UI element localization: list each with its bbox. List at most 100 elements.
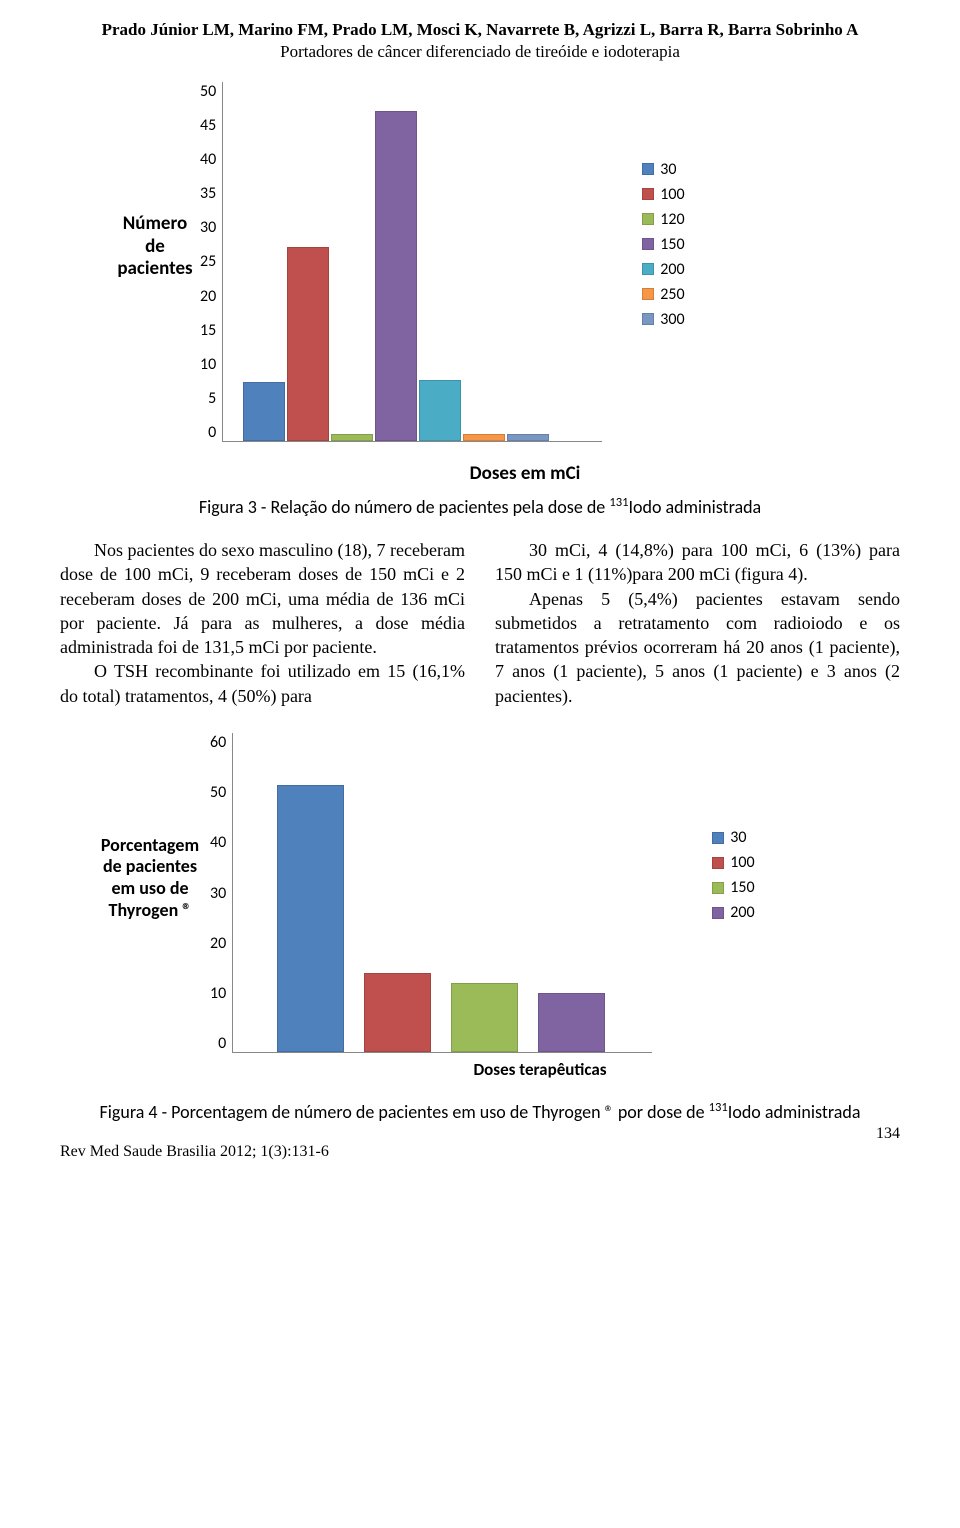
legend-label: 100 [730, 853, 754, 872]
chart2-yaxis-line4: Thyrogen ® [109, 899, 192, 921]
chart1-plot: 50454035302520151050 [200, 82, 602, 442]
legend-item: 150 [642, 235, 684, 254]
journal-citation: Rev Med Saude Brasilia 2012; 1(3):131-6 [60, 1143, 329, 1161]
legend-swatch [712, 907, 724, 919]
chart1-yaxis-line3: pacientes [117, 257, 192, 280]
legend-label: 300 [660, 310, 684, 329]
legend-label: 250 [660, 285, 684, 304]
data-bar [507, 434, 549, 441]
chart2-y-axis-label: Porcentagem de pacientes em uso de Thyro… [90, 835, 210, 921]
header-title: Portadores de câncer diferenciado de tir… [60, 42, 900, 62]
legend-item: 150 [712, 878, 754, 897]
y-tick: 50 [210, 783, 226, 802]
chart1-caption-post: Iodo administrada [628, 496, 761, 518]
y-tick: 10 [210, 984, 226, 1003]
y-tick: 30 [210, 884, 226, 903]
y-tick: 0 [208, 423, 216, 442]
legend-label: 150 [660, 235, 684, 254]
y-tick: 20 [200, 287, 216, 306]
data-bar [375, 111, 417, 441]
y-tick: 0 [218, 1034, 226, 1053]
chart2-legend: 30 100 150 200 [712, 828, 754, 928]
chart2-yaxis-line1: Porcentagem [101, 834, 199, 856]
legend-swatch [642, 288, 654, 300]
data-bar [243, 382, 285, 441]
chart2-yaxis-line3: em uso de [111, 877, 188, 899]
chart1-legend: 30 100 120 150 200 250 300 [642, 160, 684, 335]
legend-label: 30 [660, 160, 676, 179]
chart2-caption-sup: 131 [709, 1100, 728, 1115]
y-tick: 25 [200, 252, 216, 271]
legend-label: 100 [660, 185, 684, 204]
chart2-bars [233, 733, 652, 1052]
chart1-caption-sup: 131 [609, 495, 628, 510]
legend-item: 100 [712, 853, 754, 872]
y-tick: 40 [210, 833, 226, 852]
y-tick: 15 [200, 321, 216, 340]
data-bar [451, 983, 518, 1052]
y-tick: 20 [210, 934, 226, 953]
footer: Rev Med Saude Brasilia 2012; 1(3):131-6 [60, 1143, 900, 1161]
chart2-caption-post: Iodo administrada [728, 1101, 861, 1123]
chart-1: Número de pacientes 50454035302520151050… [110, 82, 850, 485]
chart1-caption: Figura 3 - Relação do número de paciente… [60, 495, 900, 518]
body-columns: Nos pacientes do sexo masculino (18), 7 … [60, 538, 900, 708]
legend-swatch [712, 857, 724, 869]
data-bar [287, 247, 329, 441]
chart1-yaxis-line2: de [145, 235, 165, 258]
legend-swatch [642, 163, 654, 175]
body-col-right: 30 mCi, 4 (14,8%) para 100 mCi, 6 (13%) … [495, 538, 900, 708]
legend-swatch [712, 882, 724, 894]
chart2-yaxis-line2: de pacientes [103, 855, 197, 877]
y-tick: 45 [200, 116, 216, 135]
body-right-p2: Apenas 5 (5,4%) pacientes estavam sendo … [495, 587, 900, 708]
body-right-p1: 30 mCi, 4 (14,8%) para 100 mCi, 6 (13%) … [495, 538, 900, 587]
chart2-x-axis-label: Doses terapêuticas [210, 1059, 870, 1080]
chart1-plot-box [222, 82, 602, 442]
data-bar [463, 434, 505, 441]
body-left-p1: Nos pacientes do sexo masculino (18), 7 … [60, 538, 465, 659]
page-number: 134 [876, 1125, 900, 1142]
chart1-caption-pre: Figura 3 - Relação do número de paciente… [199, 496, 610, 518]
legend-swatch [642, 188, 654, 200]
header-authors: Prado Júnior LM, Marino FM, Prado LM, Mo… [60, 20, 900, 40]
legend-label: 120 [660, 210, 684, 229]
chart1-y-axis-label: Número de pacientes [110, 213, 200, 281]
body-left-p2: O TSH recombinante foi utilizado em 15 (… [60, 659, 465, 708]
legend-swatch [642, 213, 654, 225]
data-bar [538, 993, 605, 1052]
chart1-y-ticks: 50454035302520151050 [200, 82, 222, 442]
chart1-x-axis-label: Doses em mCi [200, 462, 850, 485]
legend-swatch [642, 263, 654, 275]
legend-label: 150 [730, 878, 754, 897]
legend-item: 250 [642, 285, 684, 304]
y-tick: 50 [200, 82, 216, 101]
legend-label: 30 [730, 828, 746, 847]
chart2-plot: 60 50 40 30 20 10 0 [210, 733, 652, 1053]
legend-item: 100 [642, 185, 684, 204]
legend-item: 30 [712, 828, 754, 847]
chart2-plot-box [232, 733, 652, 1053]
chart-2: Porcentagem de pacientes em uso de Thyro… [90, 733, 870, 1080]
legend-item: 300 [642, 310, 684, 329]
legend-swatch [642, 238, 654, 250]
y-tick: 60 [210, 733, 226, 752]
y-tick: 10 [200, 355, 216, 374]
chart2-caption-pre: Figura 4 - Porcentagem de número de paci… [99, 1101, 708, 1123]
data-bar [277, 785, 344, 1052]
data-bar [364, 973, 431, 1052]
legend-label: 200 [730, 903, 754, 922]
chart2-caption: Figura 4 - Porcentagem de número de paci… [60, 1100, 900, 1123]
body-col-left: Nos pacientes do sexo masculino (18), 7 … [60, 538, 465, 708]
legend-item: 200 [712, 903, 754, 922]
data-bar [331, 434, 373, 441]
data-bar [419, 380, 461, 441]
chart2-y-ticks: 60 50 40 30 20 10 0 [210, 733, 232, 1053]
y-tick: 35 [200, 184, 216, 203]
legend-item: 200 [642, 260, 684, 279]
y-tick: 40 [200, 150, 216, 169]
y-tick: 30 [200, 218, 216, 237]
chart1-yaxis-line1: Número [123, 212, 187, 235]
legend-item: 120 [642, 210, 684, 229]
y-tick: 5 [208, 389, 216, 408]
